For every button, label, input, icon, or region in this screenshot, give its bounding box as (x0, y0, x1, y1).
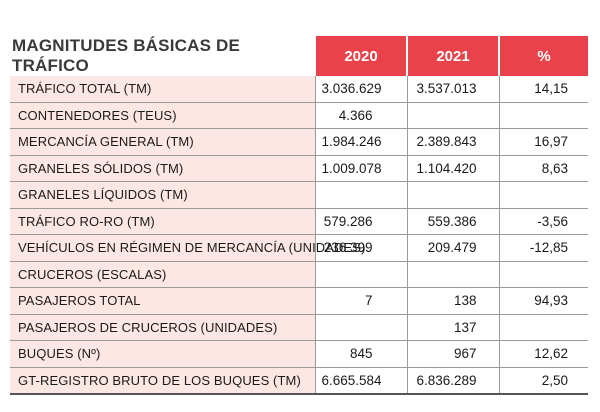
cell-2020: 845 (314, 340, 407, 368)
cell-2020 (314, 314, 407, 341)
cell-2020: 6.665.584 (314, 367, 407, 395)
row-label: GT-REGISTRO BRUTO DE LOS BUQUES (TM) (10, 367, 315, 395)
cell-percent: -12,85 (498, 234, 588, 262)
cell-2021: 138 (406, 287, 499, 315)
cell-2020: 7 (314, 287, 407, 315)
cell-percent (498, 314, 588, 341)
cell-2020 (314, 261, 407, 288)
table-row: GRANELES SÓLIDOS (TM) 1.009.078 1.104.420 8… (10, 155, 588, 182)
cell-percent: 94,93 (498, 287, 588, 315)
row-label: PASAJEROS TOTAL (10, 287, 315, 315)
row-label: VEHÍCULOS EN RÉGIMEN DE MERCANCÍA (UNIDA… (10, 234, 365, 262)
cell-percent: 8,63 (498, 155, 588, 182)
cell-2020: 1.009.078 (314, 155, 407, 182)
table-row: MERCANCÍA GENERAL (TM) 1.984.246 2.389.843… (10, 128, 588, 156)
cell-percent: 16,97 (498, 128, 588, 156)
cell-2020: 579.286 (314, 208, 407, 235)
cell-percent (498, 261, 588, 288)
cell-2020 (314, 181, 407, 209)
cell-2021: 3.537.013 (406, 76, 499, 103)
table-row: PASAJEROS DE CRUCEROS (UNIDADES) 137 (10, 314, 588, 341)
cell-2021: 2.389.843 (406, 128, 499, 156)
cell-2021 (406, 181, 499, 209)
cell-2021: 209.479 (406, 234, 499, 262)
row-label: CRUCEROS (ESCALAS) (10, 261, 315, 288)
cell-2021: 967 (406, 340, 499, 368)
table-row: TRÁFICO RO-RO (TM) 579.286 559.386 -3,56 (10, 208, 588, 235)
cell-2021 (406, 102, 499, 129)
column-header-2021: 2021 (406, 36, 499, 76)
column-header-percent: % (498, 36, 588, 76)
table-row: CRUCEROS (ESCALAS) (10, 261, 588, 288)
cell-2021: 559.386 (406, 208, 499, 235)
traffic-table-container: MAGNITUDES BÁSICAS DE TRÁFICO 2020 2021 … (10, 36, 588, 395)
cell-2020: 4.366 (314, 102, 407, 129)
table-row: CONTENEDORES (TEUS) 4.366 (10, 102, 588, 129)
cell-2020: 1.984.246 (314, 128, 407, 156)
cell-2020: 3.036.629 (314, 76, 407, 103)
table-row: BUQUES (Nº) 845 967 12,62 (10, 340, 588, 368)
cell-percent: -3,56 (498, 208, 588, 235)
table-header-row: MAGNITUDES BÁSICAS DE TRÁFICO 2020 2021 … (10, 36, 588, 76)
cell-2021: 137 (406, 314, 499, 341)
traffic-table: MAGNITUDES BÁSICAS DE TRÁFICO 2020 2021 … (10, 36, 588, 395)
row-label: MERCANCÍA GENERAL (TM) (10, 128, 315, 156)
column-header-2020: 2020 (314, 36, 407, 76)
cell-percent: 14,15 (498, 76, 588, 103)
table-row: VEHÍCULOS EN RÉGIMEN DE MERCANCÍA (UNIDA… (10, 234, 588, 262)
row-label: GRANELES SÓLIDOS (TM) (10, 155, 315, 182)
table-row: TRÁFICO TOTAL (TM) 3.036.629 3.537.013 14,1… (10, 76, 588, 103)
row-label: CONTENEDORES (TEUS) (10, 102, 315, 129)
cell-percent: 12,62 (498, 340, 588, 368)
cell-2021 (406, 261, 499, 288)
row-label: GRANELES LÍQUIDOS (TM) (10, 181, 315, 209)
cell-percent (498, 181, 588, 209)
row-label: TRÁFICO TOTAL (TM) (10, 76, 315, 103)
cell-2021: 6.836.289 (406, 367, 499, 395)
row-label: PASAJEROS DE CRUCEROS (UNIDADES) (10, 314, 315, 341)
cell-percent (498, 102, 588, 129)
table-row: GT-REGISTRO BRUTO DE LOS BUQUES (TM) 6.66… (10, 367, 588, 395)
cell-percent: 2,50 (498, 367, 588, 395)
cell-2020: 236.399 (314, 234, 407, 262)
row-label: TRÁFICO RO-RO (TM) (10, 208, 315, 235)
cell-2021: 1.104.420 (406, 155, 499, 182)
row-label: BUQUES (Nº) (10, 340, 315, 368)
table-row: PASAJEROS TOTAL 7 138 94,93 (10, 287, 588, 315)
table-row: GRANELES LÍQUIDOS (TM) (10, 181, 588, 209)
table-title: MAGNITUDES BÁSICAS DE TRÁFICO (10, 36, 315, 76)
